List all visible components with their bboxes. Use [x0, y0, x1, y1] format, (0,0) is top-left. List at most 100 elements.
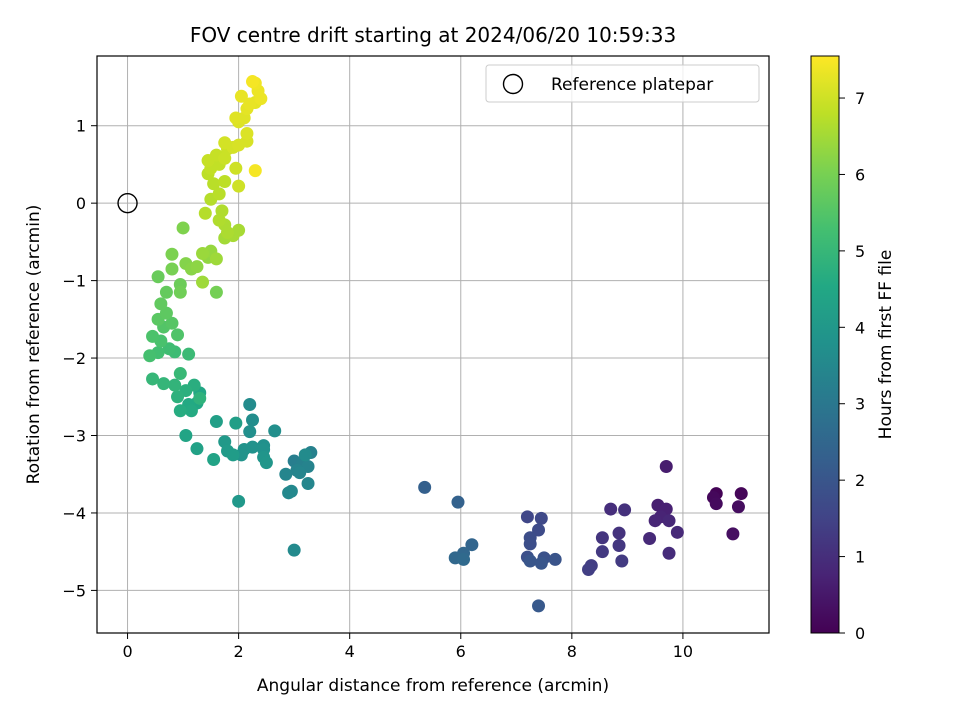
data-point: [240, 126, 254, 140]
colorbar-tick-label: 2: [855, 471, 865, 490]
data-point: [643, 532, 657, 546]
data-point: [520, 510, 534, 524]
x-tick-label: 10: [673, 642, 693, 661]
colorbar-tick-label: 5: [855, 242, 865, 261]
data-point: [418, 480, 432, 494]
data-point: [662, 514, 676, 528]
data-point: [184, 404, 198, 418]
data-point: [259, 456, 273, 470]
colorbar-tick-label: 6: [855, 165, 865, 184]
data-point: [146, 372, 160, 386]
data-point: [287, 543, 301, 557]
data-point: [243, 425, 257, 439]
data-point: [248, 164, 262, 178]
data-point: [243, 97, 257, 111]
data-point: [534, 511, 548, 525]
y-tick-label: −3: [62, 427, 86, 446]
data-point: [232, 223, 246, 237]
legend-marker-open-circle: [502, 73, 524, 95]
x-tick-label: 8: [567, 642, 577, 661]
data-point: [207, 177, 221, 191]
data-point: [293, 466, 307, 480]
colorbar-ticks: 0 1 2 3 4 5 6 7: [839, 89, 865, 643]
x-axis-label: Angular distance from reference (arcmin): [257, 676, 609, 696]
data-point: [457, 552, 471, 566]
data-point: [190, 442, 204, 456]
colorbar-tick-label: 4: [855, 318, 865, 337]
data-point: [196, 246, 210, 260]
legend: Reference platepar: [485, 64, 760, 103]
data-point: [171, 390, 185, 404]
chart-title: FOV centre drift starting at 2024/06/20 …: [190, 23, 676, 47]
scatter-points: [143, 75, 748, 613]
data-point: [726, 527, 740, 541]
data-point: [232, 494, 246, 508]
data-point: [165, 247, 179, 261]
colorbar-tick-label: 1: [855, 548, 865, 567]
data-point: [143, 349, 157, 363]
data-point: [207, 453, 221, 467]
data-point: [246, 75, 260, 89]
data-point: [301, 477, 315, 491]
data-point: [615, 554, 629, 568]
data-point: [532, 599, 546, 613]
data-point: [182, 347, 196, 361]
data-point: [176, 221, 190, 235]
data-point: [196, 275, 210, 289]
grid-lines: [97, 56, 769, 633]
data-point: [209, 252, 223, 266]
y-tick-label: −4: [62, 504, 86, 523]
data-point: [618, 503, 632, 517]
data-point: [268, 424, 282, 438]
data-point: [215, 204, 229, 218]
data-point: [243, 398, 257, 412]
data-point: [173, 285, 187, 299]
data-point: [165, 316, 179, 330]
data-point: [198, 206, 212, 220]
x-tick-label: 2: [234, 642, 244, 661]
x-tick-label: 4: [345, 642, 355, 661]
data-point: [190, 260, 204, 274]
data-point: [151, 270, 165, 284]
data-point: [173, 404, 187, 418]
data-point: [648, 514, 662, 528]
data-point: [534, 556, 548, 570]
data-point: [226, 448, 240, 462]
data-point: [157, 377, 171, 391]
y-tick-label: −5: [62, 581, 86, 600]
colorbar-tick-label: 3: [855, 395, 865, 414]
y-tick-label: −1: [62, 272, 86, 291]
data-point: [451, 495, 465, 509]
data-point: [604, 502, 618, 516]
x-tick-label: 6: [456, 642, 466, 661]
reference-marker: [117, 192, 138, 214]
data-point: [532, 523, 546, 537]
data-point: [595, 545, 609, 559]
data-point: [179, 429, 193, 443]
data-point: [582, 562, 596, 576]
colorbar-label: Hours from first FF file: [876, 250, 896, 440]
data-point: [229, 416, 243, 430]
plot-frame: [96, 55, 770, 634]
reference-marker-layer: [117, 192, 138, 214]
data-point: [670, 525, 684, 539]
data-point: [232, 179, 246, 193]
axis-ticks: 0 2 4 6 8 10 −5 −4 −3 −2 −1 0 1: [62, 117, 693, 661]
data-point: [218, 174, 232, 188]
data-point: [246, 413, 260, 427]
data-point: [595, 531, 609, 545]
data-point: [612, 538, 626, 552]
data-point: [731, 500, 745, 514]
data-point: [282, 486, 296, 500]
data-point: [162, 342, 176, 356]
legend-box: [485, 64, 760, 103]
data-point: [229, 161, 243, 175]
data-point: [146, 329, 160, 343]
data-point: [612, 526, 626, 540]
data-point: [168, 378, 182, 392]
colorbar: [810, 55, 840, 634]
y-tick-label: −2: [62, 349, 86, 368]
data-point: [279, 467, 293, 481]
